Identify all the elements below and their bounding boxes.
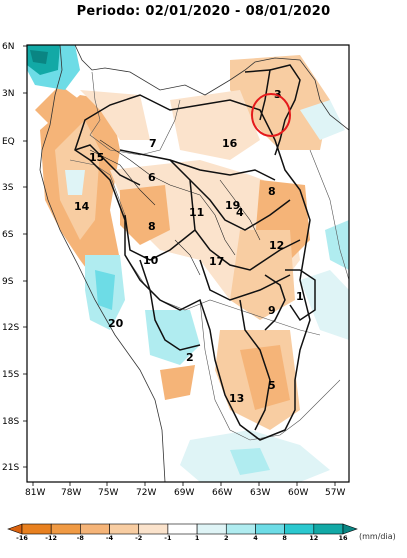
colorbar-label: -16 — [16, 534, 28, 542]
basin-label: 17 — [209, 255, 224, 268]
basin-label: 5 — [268, 379, 276, 392]
lat-label: 6N — [2, 42, 14, 52]
basin-label: 6 — [148, 171, 156, 184]
colorbar-label: 2 — [224, 534, 229, 542]
colorbar-label: -1 — [164, 534, 172, 542]
colorbar-cell — [50, 523, 81, 535]
lon-label: 63W — [250, 488, 270, 498]
basin-label: 8 — [148, 220, 156, 233]
lat-label: 21S — [2, 463, 19, 473]
lat-label: 18S — [2, 417, 19, 427]
colorbar-cell — [196, 523, 227, 535]
basin-label: 4 — [236, 206, 244, 219]
basin-label: 13 — [229, 392, 244, 405]
highlight-circle — [251, 93, 291, 137]
basin-label: 9 — [268, 304, 276, 317]
lon-label: 60W — [288, 488, 308, 498]
colorbar-label: 4 — [253, 534, 258, 542]
lon-label: 57W — [325, 488, 345, 498]
colorbar-cell — [138, 523, 169, 535]
colorbar-cell — [21, 523, 52, 535]
colorbar-cell — [284, 523, 315, 535]
anomaly-shading — [27, 45, 349, 482]
rivers — [89, 139, 261, 276]
lat-label: 3N — [2, 89, 14, 99]
basin-label: 7 — [149, 137, 157, 150]
lat-label: 12S — [2, 323, 19, 333]
lat-axis: 6N 3N EQ 3S 6S 9S 12S 15S 18S 21S — [2, 42, 27, 473]
basin-label: 12 — [269, 239, 284, 252]
colorbar: -16 -12 -8 -4 -2 -1 1 2 4 8 12 16 (mm/dia) — [7, 523, 396, 542]
colorbar-cell — [225, 523, 256, 535]
basin-label: 15 — [89, 151, 104, 164]
lat-label: 15S — [2, 370, 19, 380]
colorbar-label: -8 — [77, 534, 85, 542]
lon-axis: 81W 78W 75W 72W 69W 66W 63W 60W 57W — [25, 482, 345, 498]
colorbar-label: 16 — [338, 534, 348, 542]
lat-label: EQ — [2, 137, 15, 147]
colorbar-cell — [109, 523, 140, 535]
basin-label: 1 — [296, 290, 304, 303]
basin-labels: 1 2 3 4 5 6 7 8 8 9 10 11 12 13 14 15 16… — [74, 88, 304, 405]
map-title: Periodo: 02/01/2020 - 08/01/2020 — [76, 4, 331, 19]
basin-label: 2 — [186, 351, 194, 364]
map-frame — [26, 44, 350, 483]
colorbar-right-arrow — [342, 523, 358, 535]
basin-label: 19 — [225, 199, 240, 212]
colorbar-cell — [255, 523, 285, 535]
lat-label: 6S — [2, 230, 14, 240]
colorbar-cell — [167, 523, 198, 535]
basin-label: 10 — [143, 254, 159, 267]
lat-label: 3S — [2, 183, 14, 193]
colorbar-label: 8 — [282, 534, 287, 542]
basin-label: 8 — [268, 185, 276, 198]
lon-label: 72W — [136, 488, 156, 498]
lon-label: 66W — [212, 488, 232, 498]
colorbar-label: -2 — [135, 534, 142, 542]
lat-label: 9S — [2, 277, 14, 287]
lon-label: 81W — [25, 488, 45, 498]
colorbar-label: -12 — [45, 534, 57, 542]
lon-label: 75W — [98, 488, 118, 498]
basin-label: 16 — [222, 137, 238, 150]
basin-label: 20 — [108, 317, 124, 330]
colorbar-label: -4 — [106, 534, 114, 542]
lon-label: 78W — [61, 488, 81, 498]
colorbar-left-arrow — [7, 523, 23, 535]
basin-label: 11 — [189, 206, 204, 219]
basin-label: 14 — [74, 200, 90, 213]
colorbar-unit: (mm/dia) — [359, 532, 396, 541]
basin-boundaries — [74, 64, 316, 441]
colorbar-cell — [80, 523, 110, 535]
colorbar-label: 1 — [195, 534, 200, 542]
colorbar-label: 12 — [309, 534, 318, 542]
colorbar-cell — [313, 523, 344, 535]
lon-label: 69W — [174, 488, 194, 498]
